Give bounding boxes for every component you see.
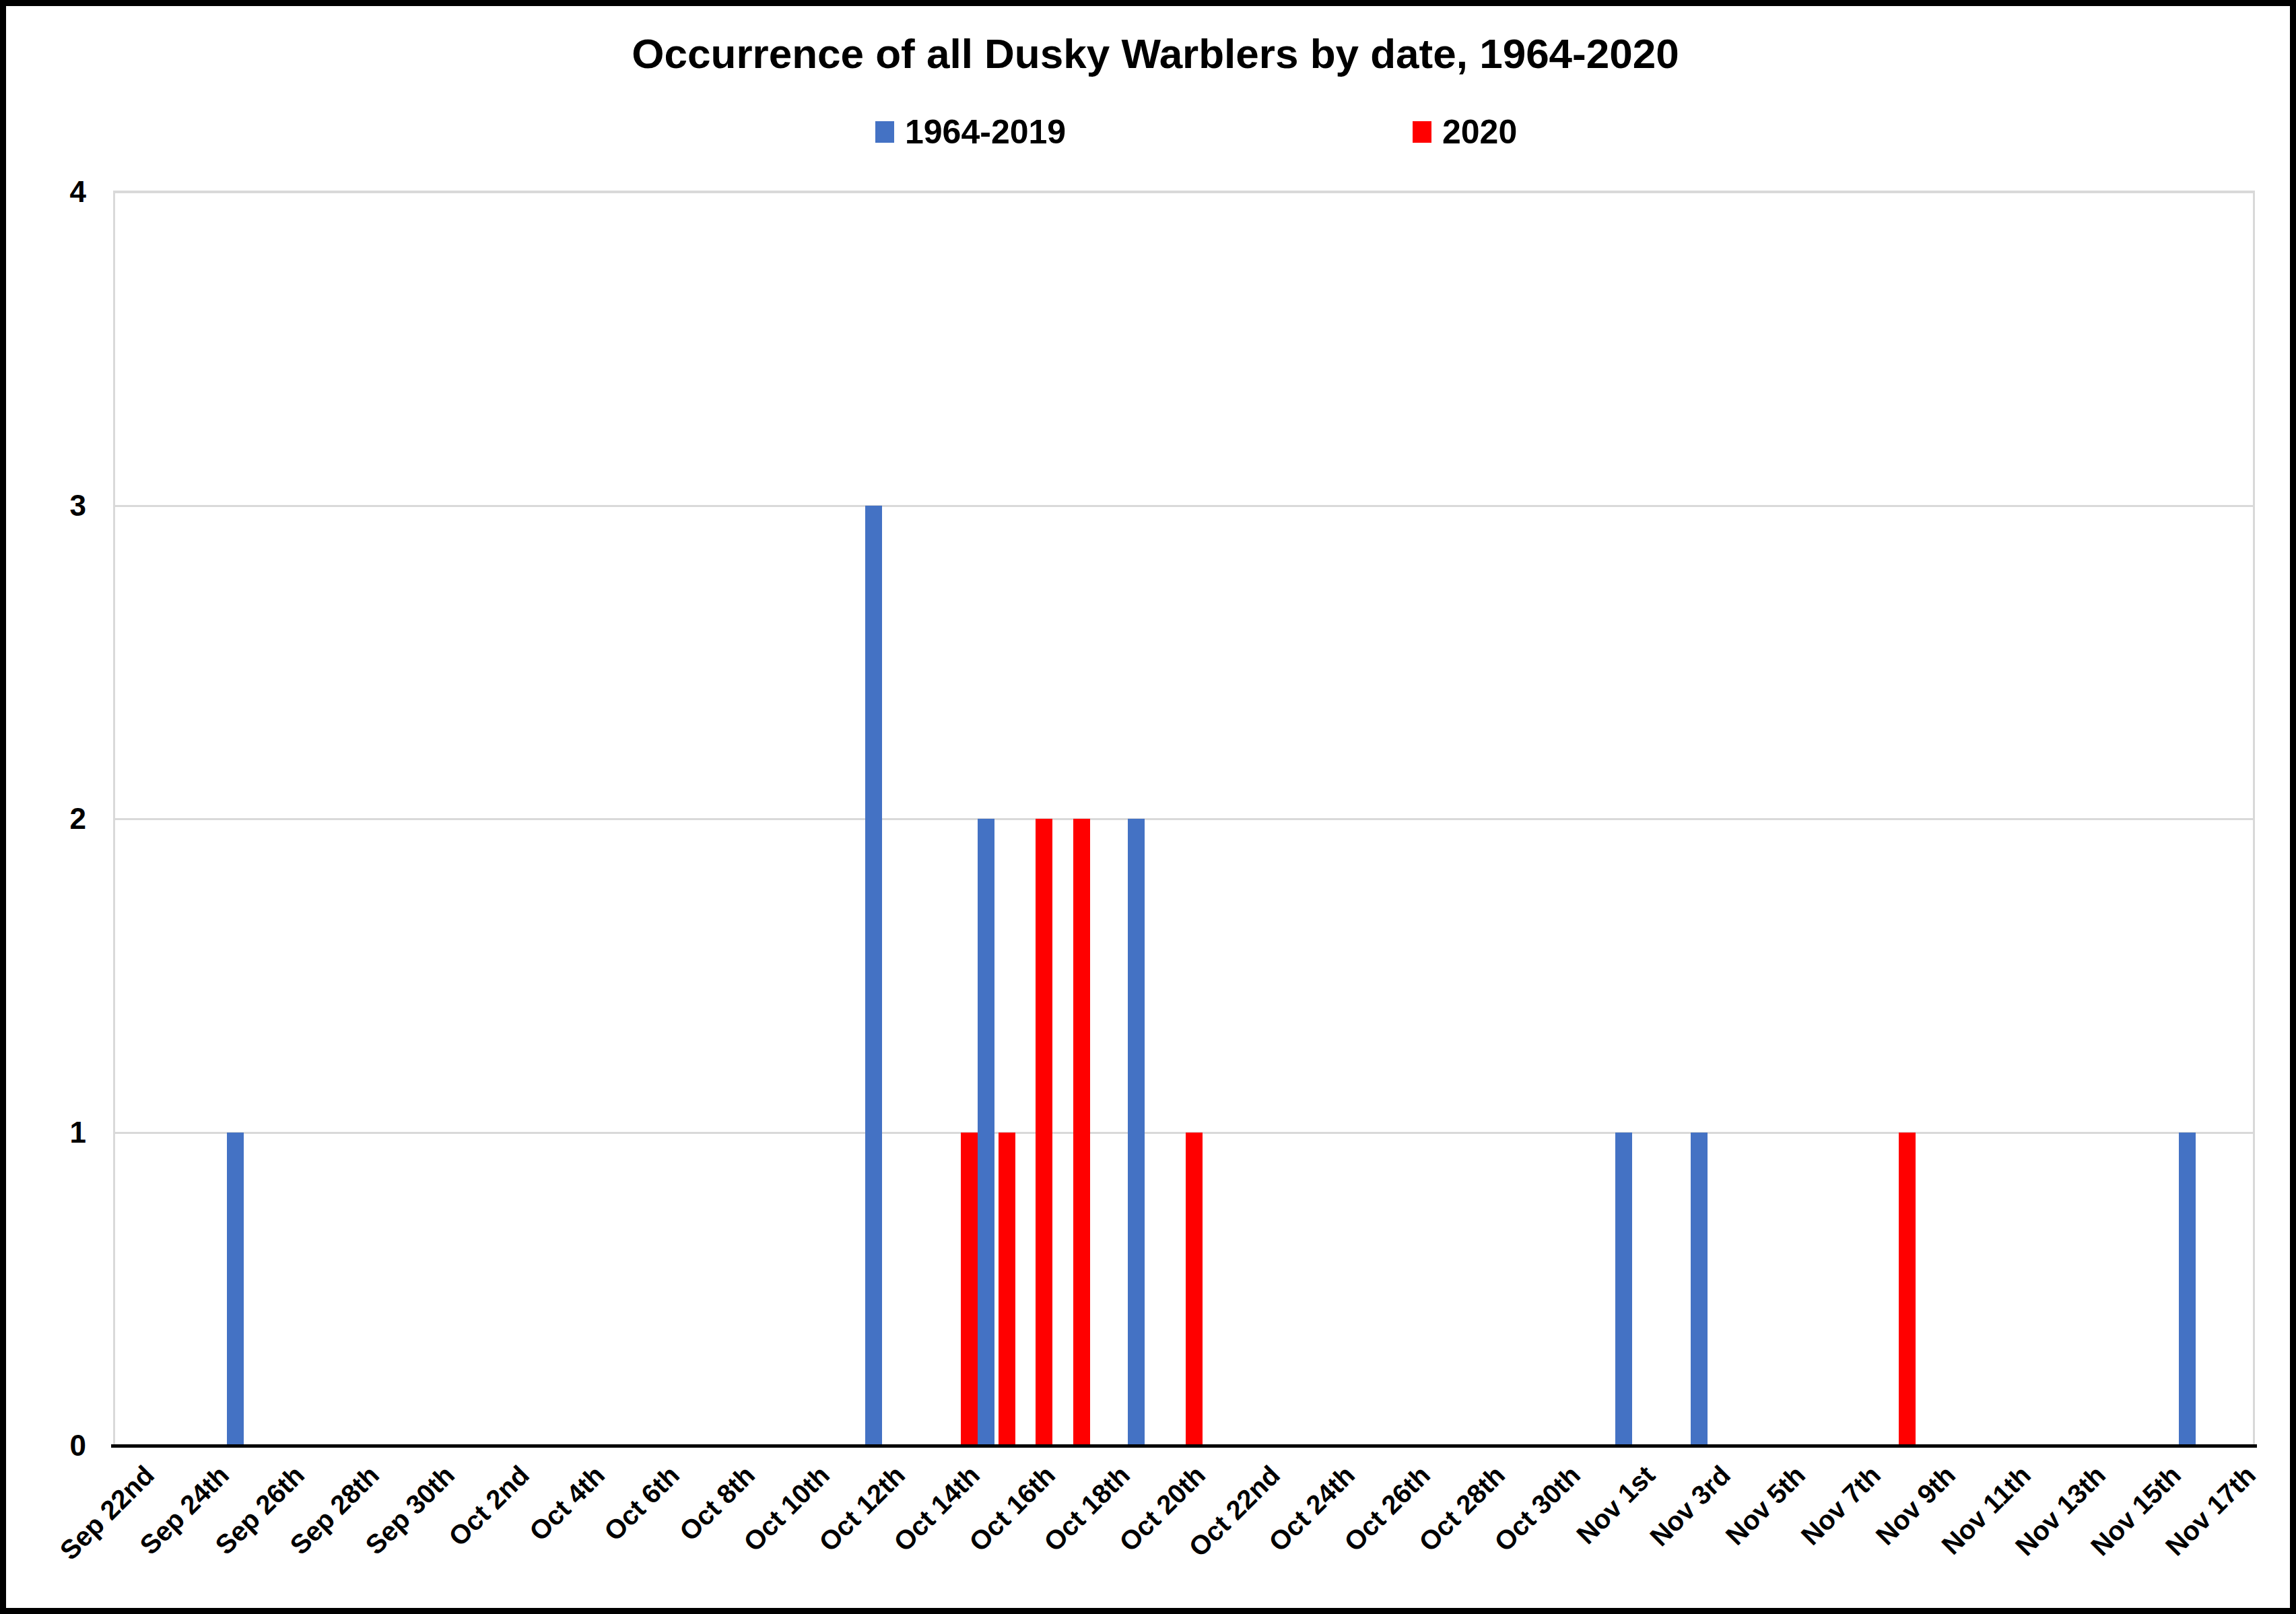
bar-2020-oct-14th [961, 1133, 978, 1446]
bar-2020-nov-8th [1899, 1133, 1916, 1446]
gridline-y-4 [114, 191, 2254, 193]
gridline-y-3 [114, 505, 2254, 507]
bar-1964-2019-nov-16th [2179, 1133, 2196, 1446]
y-axis-label-0: 0 [26, 1429, 86, 1462]
legend-swatch-blue-icon [875, 121, 894, 143]
x-axis-label-nov-1st: Nov 1st [1571, 1460, 1661, 1550]
x-axis-label-nov-7th: Nov 7th [1795, 1460, 1887, 1551]
x-axis-label-nov-5th: Nov 5th [1720, 1460, 1812, 1551]
x-axis-label-oct-6th: Oct 6th [599, 1460, 685, 1547]
legend-swatch-red-icon [1413, 121, 1431, 143]
legend-label-1964-2019: 1964-2019 [905, 114, 1066, 149]
gridline-y-2 [114, 818, 2254, 820]
x-axis-label-oct-4th: Oct 4th [523, 1460, 610, 1547]
y-axis-label-2: 2 [26, 802, 86, 836]
legend-item-2020: 2020 [1413, 114, 1517, 149]
bar-2020-oct-17th [1073, 819, 1090, 1446]
bar-1964-2019-oct-19th [1128, 819, 1145, 1446]
bar-1964-2019-sep-25th [227, 1133, 244, 1446]
bar-1964-2019-nov-1st [1615, 1133, 1632, 1446]
y-axis-label-1: 1 [26, 1116, 86, 1149]
chart-figure: Occurrence of all Dusky Warblers by date… [0, 0, 2296, 1614]
gridline-y-1 [114, 1132, 2254, 1134]
bar-1964-2019-oct-12th [865, 506, 882, 1446]
x-axis-line [111, 1444, 2257, 1448]
bar-2020-oct-16th [1036, 819, 1052, 1446]
legend: 1964-2019 2020 [0, 114, 2296, 155]
y-axis-label-3: 3 [26, 489, 86, 523]
x-axis-label-nov-3rd: Nov 3rd [1644, 1460, 1736, 1552]
chart-title: Occurrence of all Dusky Warblers by date… [632, 30, 1679, 77]
bar-2020-oct-15th [999, 1133, 1015, 1446]
legend-label-2020: 2020 [1442, 114, 1517, 149]
legend-item-1964-2019: 1964-2019 [875, 114, 1066, 149]
bar-1964-2019-nov-3rd [1691, 1133, 1708, 1446]
x-axis-label-sep-22nd: Sep 22nd [54, 1460, 160, 1566]
y-axis-label-4: 4 [26, 175, 86, 209]
bar-1964-2019-oct-15th [978, 819, 994, 1446]
bar-2020-oct-20th [1186, 1133, 1203, 1446]
x-axis-label-oct-2nd: Oct 2nd [443, 1460, 535, 1552]
